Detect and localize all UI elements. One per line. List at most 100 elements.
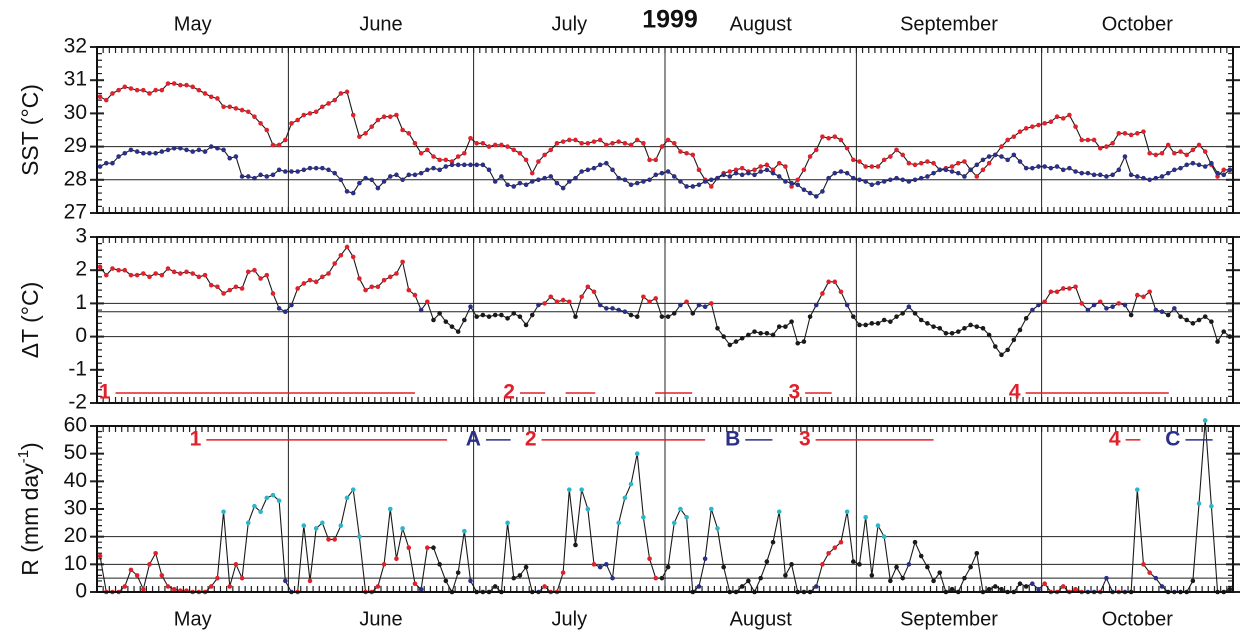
data-point xyxy=(776,160,782,166)
data-point xyxy=(641,140,646,146)
data-point xyxy=(1116,167,1122,173)
data-point xyxy=(641,179,646,184)
data-point xyxy=(838,289,844,295)
data-point xyxy=(758,164,763,169)
data-point xyxy=(1011,152,1017,158)
data-point xyxy=(462,528,467,534)
data-point xyxy=(573,542,578,548)
data-point xyxy=(369,284,375,290)
data-point xyxy=(344,244,350,250)
data-point xyxy=(610,140,615,146)
data-point xyxy=(1141,294,1146,300)
data-point xyxy=(671,520,677,526)
data-point xyxy=(937,326,943,331)
data-point xyxy=(702,304,708,310)
data-point xyxy=(400,177,405,183)
data-point xyxy=(968,167,973,173)
data-point xyxy=(406,287,412,293)
data-point xyxy=(1036,164,1041,169)
data-point xyxy=(208,94,214,100)
data-point xyxy=(344,189,350,194)
month-label: June xyxy=(359,13,402,35)
data-point xyxy=(134,573,140,578)
data-point xyxy=(437,311,442,316)
data-point xyxy=(548,174,554,179)
data-point xyxy=(233,562,239,567)
data-point xyxy=(375,117,381,123)
data-point xyxy=(560,297,566,303)
data-point xyxy=(350,190,356,196)
data-point xyxy=(462,317,467,323)
data-point xyxy=(906,179,912,184)
data-point xyxy=(709,301,714,306)
data-point xyxy=(184,269,189,275)
minor-ticks xyxy=(97,309,1233,331)
y-tick-label: 28 xyxy=(64,167,87,190)
data-point xyxy=(875,180,881,186)
data-point xyxy=(918,553,924,559)
data-point xyxy=(1030,581,1035,586)
data-point xyxy=(1023,165,1029,171)
data-point xyxy=(1172,150,1177,156)
data-point xyxy=(1042,581,1047,586)
data-point xyxy=(585,167,591,173)
data-point xyxy=(807,314,813,319)
data-point xyxy=(215,575,220,581)
data-point xyxy=(684,184,689,189)
data-point xyxy=(239,107,245,113)
data-point xyxy=(678,506,683,512)
data-point xyxy=(783,179,788,184)
data-point xyxy=(678,149,683,154)
data-point xyxy=(1153,575,1159,581)
data-point xyxy=(1048,165,1054,171)
data-point xyxy=(1196,142,1202,148)
data-point xyxy=(962,174,967,179)
data-point xyxy=(103,160,109,166)
data-point xyxy=(1153,307,1159,313)
data-point xyxy=(425,299,430,305)
data-point xyxy=(208,144,214,149)
data-point xyxy=(289,302,294,308)
y-tick-label: 40 xyxy=(64,469,87,492)
data-point xyxy=(1135,174,1140,179)
data-point xyxy=(1221,172,1227,178)
data-point xyxy=(665,564,671,570)
y-axis-label-end: ) xyxy=(17,442,43,450)
data-point xyxy=(622,309,628,315)
data-point xyxy=(431,545,436,551)
period-label: 4 xyxy=(1009,381,1021,404)
data-point xyxy=(826,175,831,181)
data-point xyxy=(986,160,992,166)
data-point xyxy=(999,154,1004,159)
data-point xyxy=(912,311,918,316)
data-point xyxy=(387,174,393,179)
data-point xyxy=(900,311,905,316)
data-point xyxy=(153,87,158,93)
data-point xyxy=(616,307,621,313)
data-point xyxy=(634,137,640,143)
data-point xyxy=(128,86,134,91)
data-point xyxy=(480,140,486,146)
data-point xyxy=(974,324,980,329)
data-point xyxy=(1202,314,1208,319)
data-point xyxy=(110,160,115,166)
data-point xyxy=(554,299,560,305)
data-point xyxy=(326,271,331,276)
data-point xyxy=(925,321,930,326)
data-point xyxy=(387,506,393,512)
data-point xyxy=(190,84,195,90)
y-tick-label: 27 xyxy=(64,201,87,224)
minor-ticks xyxy=(97,513,1233,532)
data-point xyxy=(363,287,368,293)
data-point xyxy=(1153,152,1159,158)
data-point xyxy=(511,311,517,316)
data-point xyxy=(813,302,819,308)
data-point xyxy=(851,175,856,181)
data-point xyxy=(499,312,504,318)
data-point xyxy=(616,175,621,181)
period-label: C xyxy=(1165,427,1180,450)
y-axis-label: ΔT (°C) xyxy=(17,282,43,359)
data-point xyxy=(993,584,998,589)
data-point xyxy=(338,523,344,528)
data-point xyxy=(1202,164,1208,169)
